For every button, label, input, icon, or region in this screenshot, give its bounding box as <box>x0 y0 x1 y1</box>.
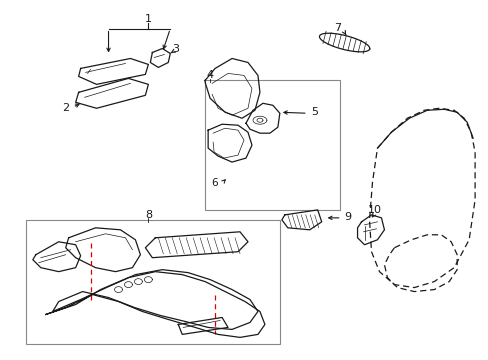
Text: 7: 7 <box>333 23 341 33</box>
Text: 1: 1 <box>144 14 152 24</box>
Text: 8: 8 <box>144 210 152 220</box>
Text: 5: 5 <box>310 107 318 117</box>
Bar <box>26 220 279 345</box>
Text: 6: 6 <box>210 178 217 188</box>
Text: 9: 9 <box>344 212 350 222</box>
Text: 3: 3 <box>171 44 179 54</box>
Text: 2: 2 <box>62 103 69 113</box>
Text: 10: 10 <box>367 205 381 215</box>
Bar <box>205 80 339 210</box>
Text: 4: 4 <box>206 71 213 80</box>
